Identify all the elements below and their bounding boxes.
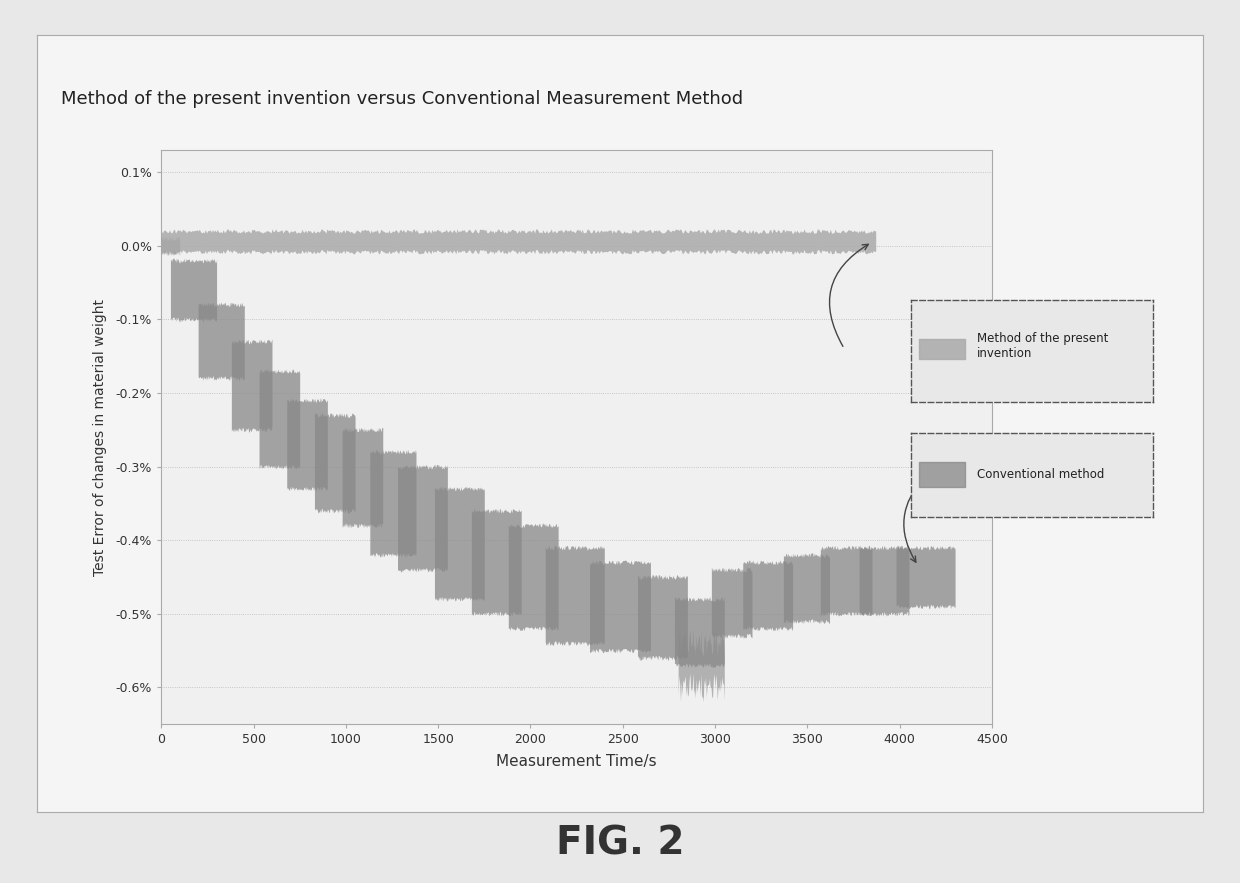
Y-axis label: Test Error of changes in material weight: Test Error of changes in material weight [93,298,108,576]
Text: Method of the present
invention: Method of the present invention [977,332,1109,360]
Text: FIG. 2: FIG. 2 [556,824,684,863]
X-axis label: Measurement Time/s: Measurement Time/s [496,754,657,769]
Text: Conventional method: Conventional method [977,468,1104,481]
Text: Method of the present invention versus Conventional Measurement Method: Method of the present invention versus C… [61,90,743,108]
